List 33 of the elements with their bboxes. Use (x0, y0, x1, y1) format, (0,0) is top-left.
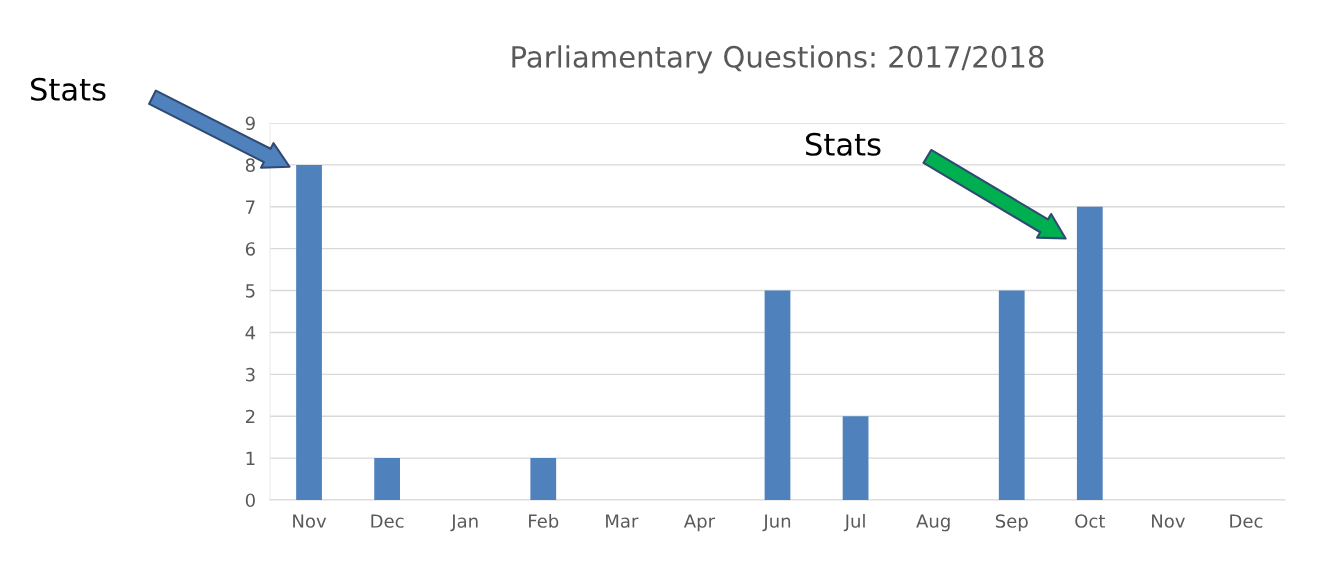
y-tick-label: 1 (246, 451, 255, 465)
x-tick-label: Jun (762, 514, 791, 532)
x-tick-label: Nov (293, 514, 327, 528)
x-tick-label: Oct (1075, 514, 1105, 528)
x-tick-label: Mar (606, 514, 639, 528)
x-tick-label: Dec (371, 514, 404, 528)
y-tick-label: 6 (245, 242, 255, 256)
y-tick-label: 4 (245, 326, 256, 340)
x-tick-label: Sep (995, 514, 1028, 532)
bar (296, 164, 322, 500)
bar (998, 290, 1025, 500)
bar (842, 416, 869, 500)
x-tick-label: Apr (683, 514, 716, 532)
chart-title: Parliamentary Questions: 2017/2018 (512, 45, 1044, 74)
x-tick-label: Dec (1230, 514, 1263, 528)
bar (764, 290, 791, 500)
x-tick-label: Feb (529, 513, 559, 528)
text: Stats (31, 77, 106, 101)
x-tick-label: Nov (1152, 514, 1185, 528)
bar (530, 458, 557, 500)
y-tick-label: 3 (246, 367, 255, 382)
x-tick-label: Jan (450, 514, 478, 532)
y-tick-label: 5 (246, 284, 255, 298)
y-tick-label: 0 (245, 493, 255, 508)
y-tick-label: 2 (245, 409, 255, 424)
x-tick-label: Jul (843, 513, 865, 532)
x-tick-label: Aug (916, 514, 950, 532)
annotation: Stats (806, 132, 881, 156)
bar (1076, 206, 1103, 500)
bar (374, 458, 400, 500)
y-tick-label: 8 (245, 158, 255, 173)
y-tick-label: 9 (245, 116, 255, 131)
y-tick-label: 7 (246, 200, 255, 214)
